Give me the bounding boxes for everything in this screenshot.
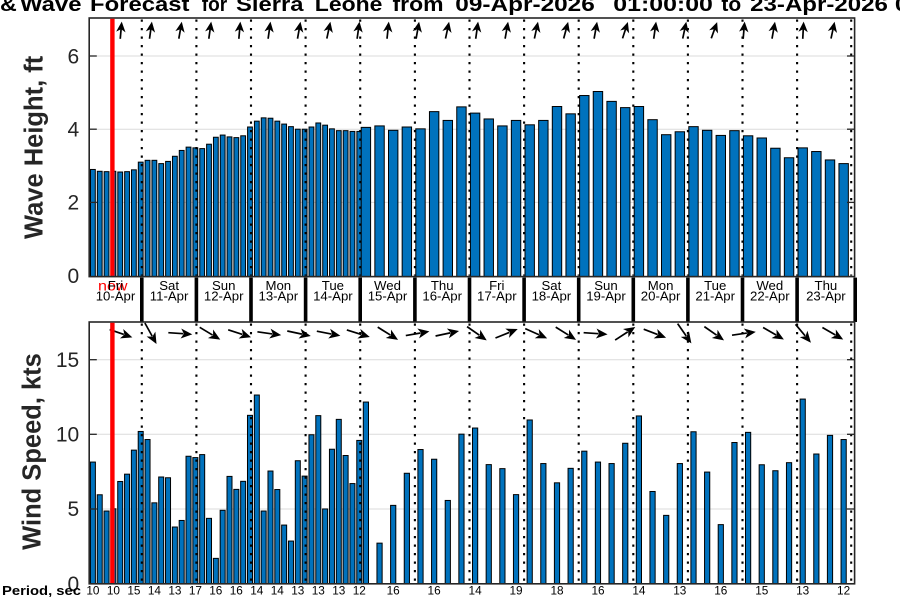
svg-text:17: 17 [189, 584, 202, 598]
svg-text:5: 5 [68, 498, 80, 521]
svg-text:Wind Speed, kts: Wind Speed, kts [19, 353, 47, 550]
svg-text:16: 16 [428, 584, 442, 598]
svg-text:10: 10 [86, 584, 100, 598]
svg-text:15: 15 [127, 584, 141, 598]
svg-text:11-Apr: 11-Apr [150, 289, 189, 304]
svg-text:to: to [721, 0, 741, 16]
svg-text:21-Apr: 21-Apr [695, 289, 735, 304]
svg-text:Fri: Fri [489, 278, 504, 293]
svg-text:12-Apr: 12-Apr [204, 289, 244, 304]
svg-text:Tue: Tue [322, 278, 344, 293]
svg-text:Forecast: Forecast [90, 0, 190, 16]
svg-text:16: 16 [714, 584, 728, 598]
svg-text:12: 12 [837, 584, 850, 598]
svg-text:10: 10 [56, 424, 79, 447]
svg-text:14-Apr: 14-Apr [313, 289, 353, 304]
svg-text:Leone: Leone [315, 0, 383, 16]
svg-text:13: 13 [332, 584, 346, 598]
svg-text:&: & [0, 0, 17, 16]
svg-text:16: 16 [230, 584, 244, 598]
svg-text:12: 12 [353, 584, 366, 598]
svg-text:Sun: Sun [212, 278, 235, 293]
svg-text:23-Apr: 23-Apr [806, 289, 846, 304]
svg-text:Tue: Tue [704, 278, 726, 293]
svg-text:10: 10 [107, 584, 121, 598]
svg-text:18-Apr: 18-Apr [532, 289, 572, 304]
svg-text:13: 13 [312, 584, 326, 598]
svg-text:Wave: Wave [20, 0, 82, 16]
svg-text:13: 13 [291, 584, 305, 598]
svg-text:0: 0 [68, 265, 80, 288]
svg-text:16: 16 [209, 584, 223, 598]
svg-text:Sat: Sat [542, 278, 562, 293]
svg-text:17-Apr: 17-Apr [477, 289, 517, 304]
svg-text:4: 4 [68, 119, 80, 142]
svg-text:22-Apr: 22-Apr [750, 289, 790, 304]
svg-text:10-Apr: 10-Apr [96, 289, 136, 304]
svg-text:from: from [393, 0, 444, 16]
svg-text:Thu: Thu [815, 278, 838, 293]
svg-text:for: for [202, 0, 228, 16]
svg-text:01:00:00: 01:00:00 [895, 0, 900, 16]
svg-text:13: 13 [673, 584, 687, 598]
svg-text:15: 15 [755, 584, 769, 598]
svg-text:19: 19 [509, 584, 522, 598]
svg-text:Sun: Sun [594, 278, 617, 293]
svg-text:20-Apr: 20-Apr [641, 289, 681, 304]
svg-text:now: now [98, 277, 129, 293]
svg-text:16: 16 [591, 584, 605, 598]
svg-text:13-Apr: 13-Apr [259, 289, 299, 304]
svg-text:14: 14 [271, 584, 285, 598]
svg-text:Sierra: Sierra [236, 0, 305, 16]
svg-text:18: 18 [550, 584, 564, 598]
svg-text:14: 14 [148, 584, 162, 598]
svg-text:Sat: Sat [159, 278, 179, 293]
svg-text:23-Apr-2026: 23-Apr-2026 [750, 0, 888, 16]
svg-text:0: 0 [68, 573, 80, 596]
svg-text:13: 13 [796, 584, 810, 598]
svg-text:13: 13 [168, 584, 182, 598]
svg-text:6: 6 [68, 45, 80, 68]
svg-text:09-Apr-2026: 09-Apr-2026 [455, 0, 595, 16]
svg-text:19-Apr: 19-Apr [586, 289, 626, 304]
svg-text:Wed: Wed [374, 278, 401, 293]
svg-text:Thu: Thu [431, 278, 454, 293]
svg-text:15-Apr: 15-Apr [368, 289, 408, 304]
svg-text:2: 2 [68, 192, 80, 215]
svg-text:Fri: Fri [108, 278, 123, 293]
svg-text:14: 14 [632, 584, 646, 598]
svg-text:Mon: Mon [265, 278, 291, 293]
svg-text:14: 14 [250, 584, 264, 598]
svg-text:Mon: Mon [648, 278, 674, 293]
svg-text:01:00:00: 01:00:00 [613, 0, 713, 16]
svg-text:14: 14 [469, 584, 483, 598]
svg-text:16: 16 [387, 584, 401, 598]
svg-text:Period, sec: Period, sec [2, 584, 81, 598]
svg-text:16-Apr: 16-Apr [422, 289, 462, 304]
svg-text:Wed: Wed [756, 278, 783, 293]
svg-text:15: 15 [56, 349, 79, 372]
svg-text:Wave Height, ft: Wave Height, ft [21, 55, 49, 239]
